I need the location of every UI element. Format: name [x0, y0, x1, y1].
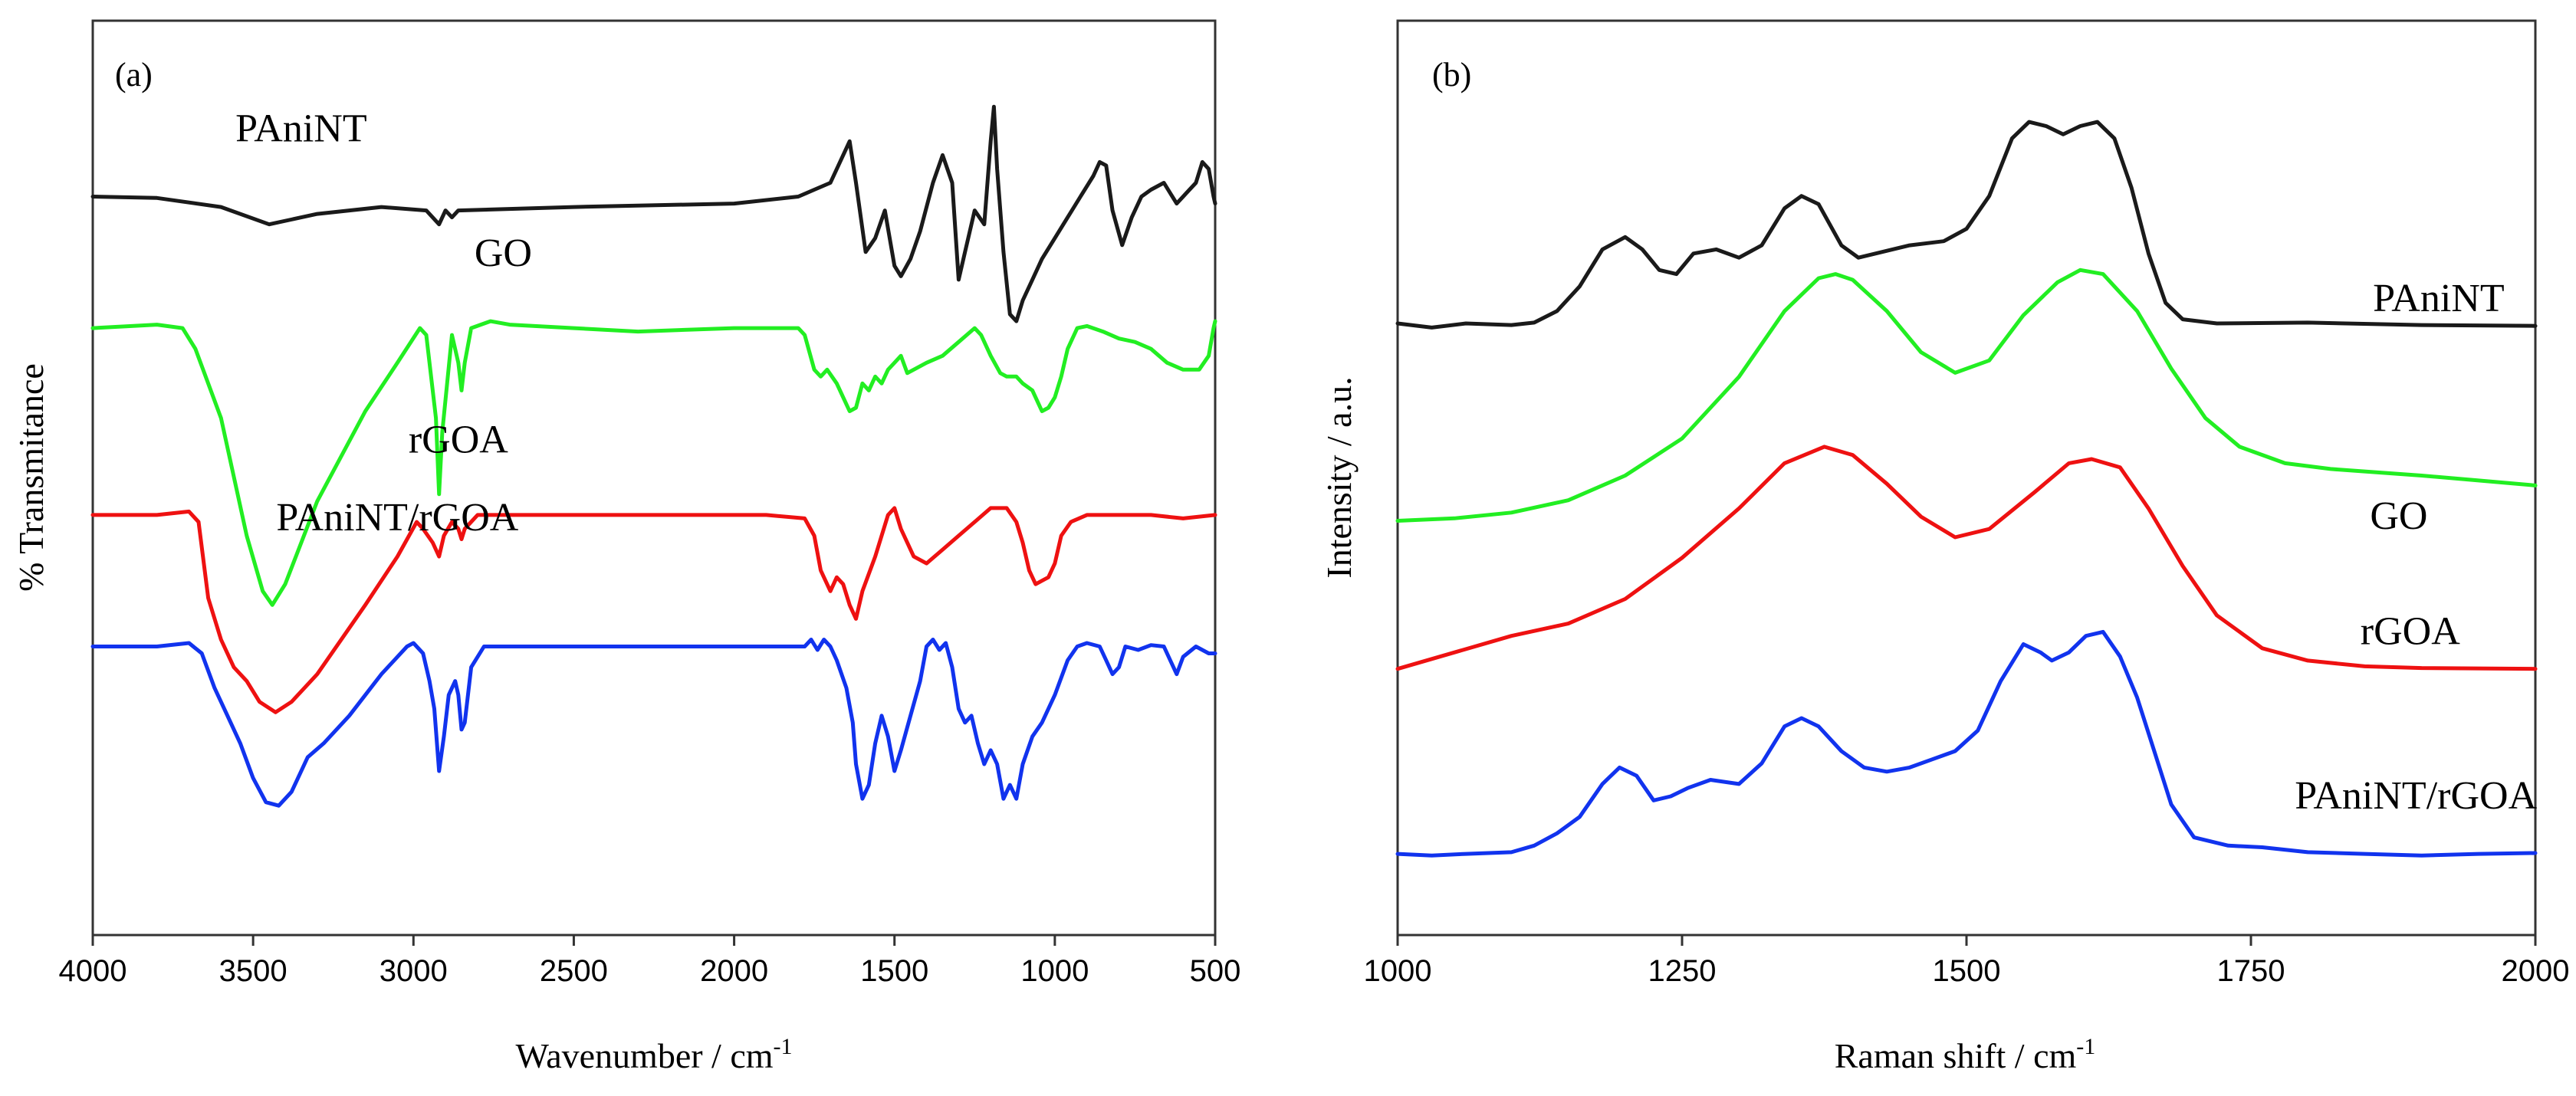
panel-b-series-labels: PAniNT GO rGOA PAniNT/rGOA — [2295, 277, 2537, 818]
panel-a-x-tick-label-1500: 1500 — [860, 954, 928, 988]
panel-b-x-tick-label-1750: 1750 — [2217, 954, 2285, 988]
panel-a-x-axis-title: Wavenumber / cm-1 — [515, 1034, 792, 1075]
panel-a-series-labels: PAniNT GO rGOA PAniNT/rGOA — [235, 107, 532, 539]
panel-b-series-rgoa-line — [1395, 445, 2538, 671]
panel-a-plot-frame — [91, 19, 1217, 937]
panel-a-series-panint-rgoa-line — [90, 638, 1217, 808]
panel-a-x-tick-label-4000: 4000 — [59, 954, 127, 988]
panel-a-label: (a) — [115, 56, 153, 94]
panel-b-x-tick-label-1250: 1250 — [1648, 954, 1717, 988]
panel-a-x-tick-label-500: 500 — [1190, 954, 1241, 988]
panel-a-x-axis-title-text: Wavenumber / cm — [515, 1036, 773, 1075]
panel-a-series-panint-rgoa-label: PAniNT/rGOA — [276, 496, 518, 540]
panel-b-x-axis-title: Raman shift / cm-1 — [1835, 1034, 2096, 1075]
panel-b-series-panint-label: PAniNT — [2373, 277, 2504, 320]
panel-a-x-tick-label-3000: 3000 — [380, 954, 448, 988]
panel-b-x-axis-title-text: Raman shift / cm — [1835, 1036, 2077, 1075]
panel-b-series-rgoa-label: rGOA — [2361, 609, 2460, 653]
panel-a-x-ticks: 4000 3500 3000 2500 2000 1500 1000 500 — [59, 935, 1241, 988]
panel-a-series-go-label: GO — [475, 231, 532, 275]
panel-b-x-axis-title-superscript: -1 — [2076, 1034, 2095, 1059]
panel-b-curves — [1395, 120, 2538, 858]
panel-a-series-panint-line — [90, 104, 1217, 323]
panel-a-series-panint-label: PAniNT — [235, 107, 366, 150]
panel-b-y-axis-title: Intensity / a.u. — [1319, 376, 1359, 578]
panel-b-series-panint-rgoa-label: PAniNT/rGOA — [2295, 774, 2537, 818]
panel-b-x-tick-label-1500: 1500 — [1933, 954, 2001, 988]
panel-b-series-panint-rgoa-line — [1395, 629, 2538, 858]
panel-a-x-tick-label-2500: 2500 — [540, 954, 608, 988]
panel-a-curves — [90, 104, 1217, 808]
panel-a-y-axis-title: % Transmitance — [12, 363, 51, 592]
panel-b-series-go-label: GO — [2370, 494, 2427, 538]
panel-b-series-panint-line — [1395, 120, 2538, 330]
panel-a-series-rgoa-label: rGOA — [409, 418, 508, 462]
panel-b-x-tick-label-2000: 2000 — [2502, 954, 2570, 988]
panel-a-x-axis-title-superscript: -1 — [774, 1034, 793, 1059]
panel-b-series-go-line — [1395, 267, 2538, 523]
panel-a-series-go-line — [90, 319, 1217, 607]
panel-b-raman: PAniNT GO rGOA PAniNT/rGOA 1000 1250 1500 1750… — [1319, 19, 2570, 1075]
panel-a-series-rgoa-line — [90, 506, 1217, 714]
panel-a-x-tick-label-3500: 3500 — [219, 954, 288, 988]
panel-b-label: (b) — [1432, 56, 1471, 94]
panel-b-x-tick-label-1000: 1000 — [1364, 954, 1432, 988]
panel-a-x-tick-label-1000: 1000 — [1020, 954, 1089, 988]
panel-a-ftir: PAniNT GO rGOA PAniNT/rGOA 4000 3500 3000 2500… — [12, 19, 1241, 1075]
panel-b-x-ticks: 1000 1250 1500 1750 2000 — [1364, 935, 2570, 988]
panel-a-x-tick-label-2000: 2000 — [700, 954, 768, 988]
